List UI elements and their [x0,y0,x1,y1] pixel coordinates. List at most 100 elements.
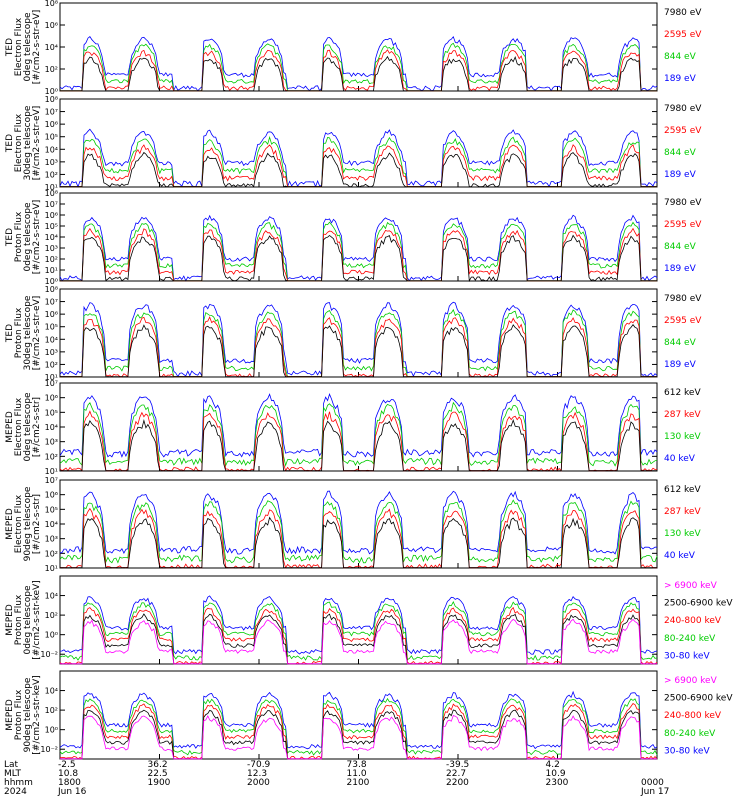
y-tick-label: 10⁶ [45,310,58,319]
legend-entry: 844 eV [664,338,697,348]
series-line [60,234,657,283]
y-tick-label: 10⁸ [45,0,58,8]
series-line [59,410,658,472]
y-tick-label: 10² [45,255,58,264]
y-axis-label: MEPED Electron Flux 90deg telescope [#/cm2-… [5,486,42,561]
y-axis-label-line: [#/cm2-s-str-keV] [32,675,42,754]
y-tick-label: 10⁷ [45,476,58,485]
y-axis-label: MEPED Proton Flux 0deg telescope [#/cm2-s-s… [5,580,42,659]
series-line [60,324,657,378]
y-tick-label: 10³ [45,158,58,167]
y-tick-label: 10⁶ [45,21,58,30]
y-axis-label-line: 0deg telescope [23,202,33,272]
y-axis-label-line: 90deg telescope [23,486,33,561]
y-tick-label: 10⁻² [40,650,58,659]
legend-entry: 7980 eV [664,294,702,304]
y-tick-label: 10⁵ [45,133,58,142]
y-tick-label: 10⁸ [45,189,58,198]
y-axis-label-line: Proton Flux [14,307,24,358]
y-axis-label-line: [#/cm2-s-str-eV] [32,296,42,371]
y-tick-label: 10⁶ [45,491,58,500]
y-tick-label: 10⁰ [45,87,58,96]
y-axis-label-line: 90deg telescope [23,677,33,752]
series-line [59,401,658,467]
series-line [59,697,658,756]
series-line [60,151,657,188]
legend-entry: 612 keV [664,485,701,495]
legend-entry: 7980 eV [664,198,702,208]
y-axis-label-line: Proton Flux [14,211,24,262]
time-axis-value: -39.5 [446,760,469,770]
legend-entry: 2595 eV [664,220,702,230]
series-line [60,418,657,472]
legend-entry: 2500-6900 keV [664,694,733,704]
legend-entry: 2595 eV [664,30,702,40]
y-tick-label: 10³ [45,244,58,253]
legend-entry: 30-80 keV [664,746,710,756]
y-axis-label-line: TED [5,228,15,247]
y-tick-label: 10⁶ [45,394,58,403]
y-axis-label-line: [#/cm2-s-str-eV] [32,10,42,85]
legend-entry: 2595 eV [664,316,702,326]
legend-entry: 130 keV [664,432,701,442]
legend-entry: 189 eV [664,74,697,84]
time-axis-value: -2.5 [58,760,76,770]
time-row-label-lat: Lat [4,760,19,770]
y-axis-label-line: MEPED [5,411,15,443]
legend-entry: > 6900 keV [664,581,718,591]
legend-entry: 240-800 keV [664,711,722,721]
y-axis-label: MEPED Proton Flux 90deg telescope [#/cm2-s-… [5,675,42,754]
y-axis-label: TED Proton Flux 0deg telescope [#/cm2-s-str… [5,200,42,275]
y-tick-label: 10² [45,170,58,179]
time-axis-value: 36.2 [148,760,168,770]
series-line [59,499,658,564]
time-axis-value: 73.8 [347,760,367,770]
legend-entry: 844 eV [664,52,697,62]
legend-entry: 2595 eV [664,126,702,136]
time-axis-value: 1800 [58,778,81,788]
time-axis-value: 2300 [546,778,569,788]
time-axis-value: -70.9 [247,760,271,770]
time-axis-value: 11.0 [347,769,367,779]
series-line [59,36,658,92]
y-tick-label: 10⁻² [40,745,58,754]
y-axis-label-line: [#/cm2-s-str-keV] [32,580,42,659]
y-tick-label: 10⁵ [45,222,58,231]
y-tick-label: 10⁴ [45,687,58,696]
y-axis-label-line: TED [5,324,15,343]
series-line [59,128,658,188]
y-axis-label: TED Electron Flux 0deg telescope [#/cm2-s-s… [5,10,42,85]
y-axis-label-line: 0deg telescope [23,392,33,462]
y-tick-label: 10² [45,549,58,558]
y-tick-label: 10⁴ [45,592,58,601]
legend-entry: 80-240 keV [664,634,716,644]
y-tick-label: 10⁷ [45,200,58,209]
y-tick-label: 10⁷ [45,298,58,307]
legend-entry: 189 eV [664,170,697,180]
y-tick-label: 10⁴ [45,145,58,154]
time-axis-value: Jun 16 [57,787,87,797]
y-axis-label-line: [#/cm2-s-str] [32,397,42,457]
series-line [60,516,657,569]
legend-entry: 40 keV [664,551,696,561]
y-tick-label: 10⁶ [45,211,58,220]
series-line [59,600,658,661]
y-tick-label: 10⁴ [45,43,58,52]
series-line [59,301,658,378]
y-tick-label: 10³ [45,535,58,544]
time-axis-value: 10.9 [546,769,566,779]
legend-entry: 844 eV [664,148,697,158]
y-tick-label: 10¹ [45,266,58,275]
legend-entry: 287 keV [664,507,701,517]
y-axis-label-line: MEPED [5,699,15,731]
y-tick-label: 10¹ [45,183,58,192]
legend-entry: 612 keV [664,388,701,398]
time-axis-value: 22.7 [446,769,466,779]
series-line [59,490,658,555]
y-tick-label: 10⁵ [45,323,58,332]
time-row-label-hhmm: hhmm [4,778,33,788]
